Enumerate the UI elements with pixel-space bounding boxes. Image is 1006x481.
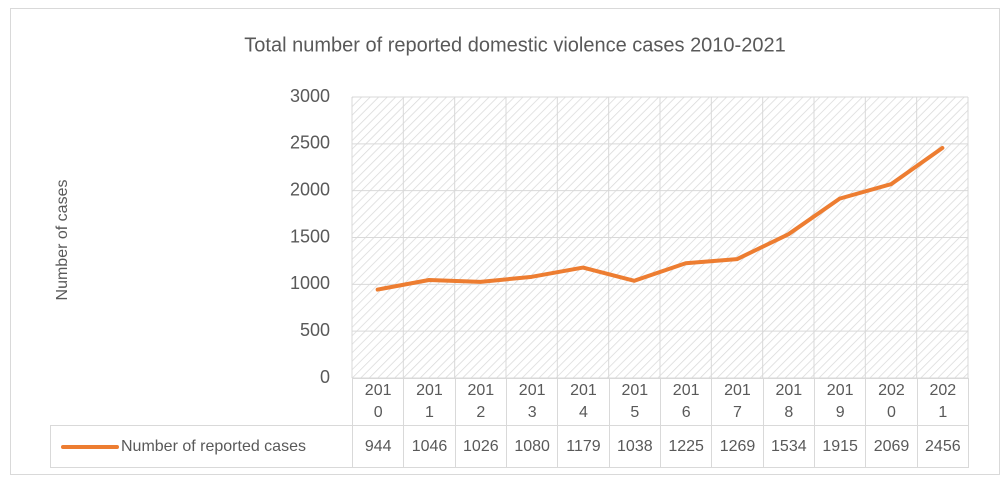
- x-tick-label: 2011: [416, 382, 443, 421]
- x-tick-cell: 2014: [557, 378, 610, 426]
- table-value: 1038: [608, 425, 661, 468]
- x-tick-cell: 2020: [865, 378, 918, 426]
- x-tick-cell: 2016: [660, 378, 713, 426]
- y-tick-label: 2500: [290, 133, 330, 153]
- y-tick-label: 3000: [290, 86, 330, 106]
- x-tick-cell: 2018: [762, 378, 815, 426]
- table-value: 1225: [660, 425, 713, 468]
- x-tick-label: 2021: [929, 382, 957, 421]
- x-tick-cell: 2019: [814, 378, 867, 426]
- legend-swatch: [61, 444, 119, 449]
- x-tick-label: 2017: [724, 382, 751, 421]
- x-tick-cell: 2011: [403, 378, 456, 426]
- x-tick-label: 2019: [826, 382, 854, 421]
- data-line: [375, 145, 945, 292]
- legend-cell: Number of reported cases: [50, 425, 353, 468]
- x-tick-label: 2018: [775, 382, 803, 421]
- table-value: 1534: [762, 425, 815, 468]
- chart-title: Total number of reported domestic violen…: [244, 34, 785, 56]
- table-value: 2456: [916, 425, 969, 468]
- table-value: 1080: [506, 425, 559, 468]
- x-tick-label: 2015: [621, 382, 649, 421]
- y-axis-title: Number of cases: [54, 180, 71, 301]
- table-value: 1915: [814, 425, 867, 468]
- x-tick-cell: 2013: [506, 378, 559, 426]
- x-tick-cell: 2015: [608, 378, 661, 426]
- table-value: 1046: [403, 425, 456, 468]
- y-tick-label: 1500: [290, 226, 330, 246]
- y-tick-label: 0: [320, 367, 330, 387]
- table-value: 1179: [557, 425, 610, 468]
- x-tick-label: 2014: [570, 382, 597, 421]
- y-tick-label: 1000: [290, 273, 330, 293]
- table-value: 2069: [865, 425, 918, 468]
- table-value: 1026: [454, 425, 507, 468]
- x-tick-label: 2020: [878, 382, 905, 421]
- y-tick-label: 500: [300, 320, 330, 340]
- x-tick-cell: 2021: [916, 378, 969, 426]
- x-tick-cell: 2012: [454, 378, 507, 426]
- x-tick-label: 2013: [518, 382, 546, 421]
- x-tick-label: 2010: [364, 382, 392, 421]
- legend-label: Number of reported cases: [121, 437, 306, 455]
- table-value: 1269: [711, 425, 764, 468]
- table-value: 944: [352, 425, 405, 468]
- x-tick-label: 2016: [672, 382, 700, 421]
- x-tick-label: 2012: [467, 382, 495, 421]
- y-tick-label: 2000: [290, 179, 330, 199]
- x-tick-cell: 2010: [352, 378, 405, 426]
- x-tick-cell: 2017: [711, 378, 764, 426]
